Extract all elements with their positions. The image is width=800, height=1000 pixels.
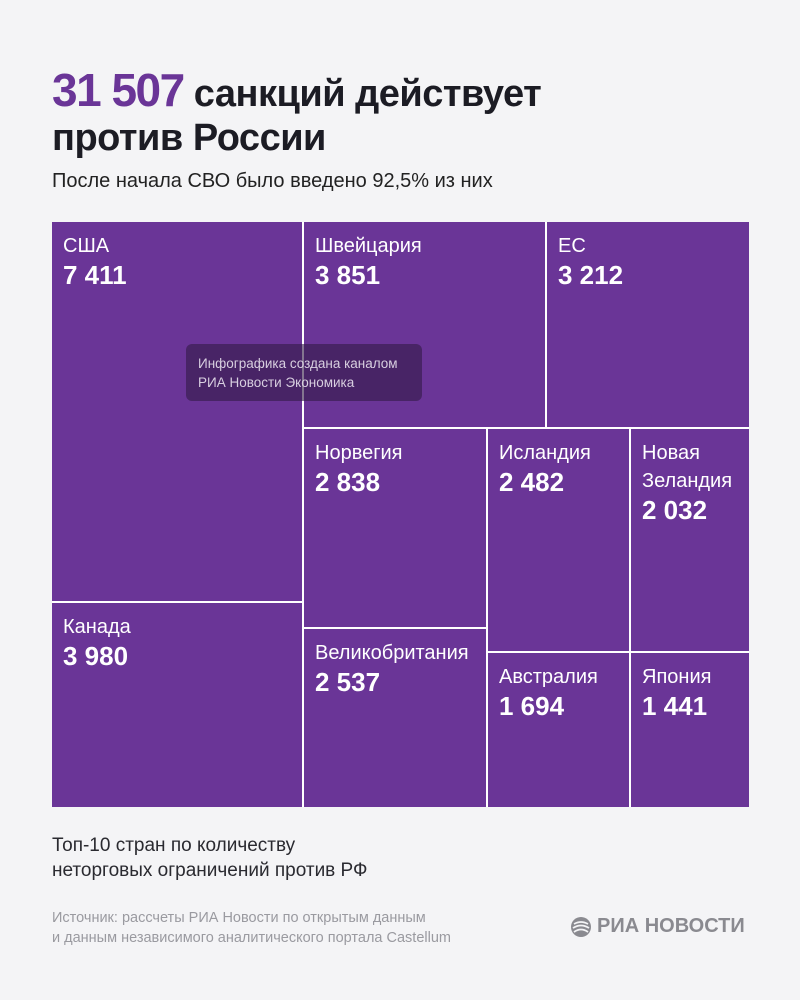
tile-value: 1 694 [499,691,565,721]
page-title: 31 507 санкций действует против России [52,67,542,160]
subtitle: После начала СВО было введено 92,5% из н… [52,170,493,192]
tile-label: США [63,235,110,257]
tile-value: 2 482 [499,467,565,497]
tile-label: Исландия [499,442,591,464]
tile-6: Исландия 2 482 [488,429,629,651]
tile-value: 2 838 [315,467,381,497]
tile-label: Норвегия [315,442,403,464]
title-text: санкций действует [193,73,542,115]
total-sanctions: 31 507 [52,64,185,116]
tile-value: 2 032 [642,495,708,525]
tile-value: 2 537 [315,667,381,697]
tile-7: Новая Зеландия 2 032 [631,429,749,651]
tile-value: 7 411 [63,260,127,290]
tile-label: Великобритания [315,642,469,664]
title-line2: против России [52,117,326,159]
source-line1: Источник: рассчеты РИА Новости по открыт… [52,910,426,926]
tile-4: Норвегия 2 838 [304,429,486,627]
tile-value: 3 980 [63,641,129,671]
chart-note: Топ-10 стран по количеству неторговых ог… [52,833,367,883]
tile-label: Япония [642,666,712,688]
tile-1: Канада 3 980 [52,603,302,807]
source: Источник: рассчеты РИА Новости по открыт… [52,908,451,948]
tile-value: 3 212 [558,260,624,290]
source-line2: и данным независимого аналитического пор… [52,930,451,946]
tile-label: Швейцария [315,235,422,257]
tile-5: Великобритания 2 537 [304,629,486,807]
ria-logo: РИА НОВОСТИ [570,915,745,938]
tile-value: 3 851 [315,260,381,290]
watermark-line1: Инфографика создана каналом [198,356,398,371]
tile-9: Япония 1 441 [631,653,749,807]
treemap: США 7 411 Канада 3 980 Швейцария 3 851 ЕС 3 212… [52,222,749,807]
watermark-line2: РИА Новости Экономика [198,375,355,390]
tile-label: Австралия [499,666,598,688]
tile-0: США 7 411 [52,222,302,601]
tile-value: 1 441 [642,691,708,721]
tile-label: Канада [63,616,131,638]
logo-text: РИА НОВОСТИ [597,915,745,937]
ria-globe-icon [571,916,591,937]
tile-label: ЕС [558,235,586,257]
tile-label: Новая Зеландия [642,442,733,492]
watermark: Инфографика создана каналом РИА Новости … [186,344,422,401]
note-line1: Топ-10 стран по количеству [52,835,296,856]
tile-3: ЕС 3 212 [547,222,749,427]
tile-8: Австралия 1 694 [488,653,629,807]
note-line2: неторговых ограничений против РФ [52,860,368,881]
